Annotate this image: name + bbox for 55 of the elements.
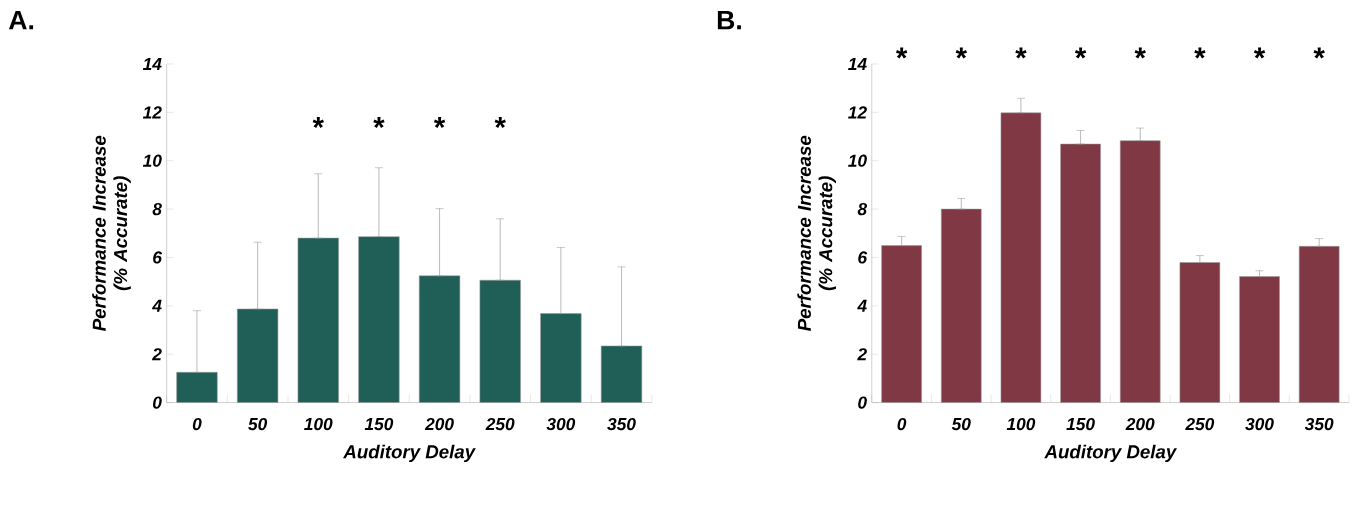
x-tick-label: 50 xyxy=(951,418,971,431)
bar xyxy=(600,345,643,404)
x-tick-label: 100 xyxy=(304,418,333,431)
bar xyxy=(941,209,982,404)
y-tick-label: 10 xyxy=(142,154,162,168)
chart-title: A. xyxy=(8,11,34,30)
annotation: * xyxy=(494,117,506,129)
y-tick-label: 2 xyxy=(857,348,867,361)
y-tick-label: 14 xyxy=(142,58,162,71)
y-tick-label: 12 xyxy=(142,106,162,119)
x-tick-label: 250 xyxy=(1185,418,1215,431)
x-tick-label: 300 xyxy=(1245,418,1274,431)
annotation: * xyxy=(373,117,385,129)
x-tick-label: 200 xyxy=(1125,418,1155,431)
x-tick-label: 0 xyxy=(897,418,907,431)
y-tick-label: 8 xyxy=(152,203,162,216)
y-axis-title: Performance Increase (% Accurate) xyxy=(797,136,836,332)
bar xyxy=(237,308,279,404)
y-tick-label: 12 xyxy=(848,106,867,119)
y-axis-title: Performance Increase (% Accurate) xyxy=(92,136,131,332)
text: * xyxy=(896,47,908,59)
x-tick-label: 300 xyxy=(546,418,576,431)
chart-title: B. xyxy=(717,11,741,30)
y-tick-label: 10 xyxy=(848,154,867,168)
y-tick-label: 6 xyxy=(153,251,163,264)
annotation: * xyxy=(433,117,446,129)
x-tick-label: 250 xyxy=(485,418,515,431)
text: * xyxy=(1134,47,1146,59)
x-tick-label: 50 xyxy=(248,418,268,431)
y-tick-label: 4 xyxy=(857,300,867,313)
x-axis-title: Auditory Delay xyxy=(343,444,476,463)
y-tick-label: 8 xyxy=(857,203,868,216)
y-tick-label: 0 xyxy=(858,396,867,409)
x-tick-label: 150 xyxy=(364,418,394,431)
y-tick-label: 4 xyxy=(152,300,162,313)
text: * xyxy=(955,47,967,59)
annotation: * xyxy=(312,117,324,129)
y-tick-label: 0 xyxy=(153,396,162,409)
x-tick-label: 200 xyxy=(424,418,454,431)
text: * xyxy=(1313,47,1325,59)
x-tick-label: 350 xyxy=(1304,418,1334,431)
x-tick-label: 350 xyxy=(607,418,636,431)
x-tick-label: 150 xyxy=(1066,418,1095,431)
y-tick-label: 14 xyxy=(848,58,867,71)
text: * xyxy=(1074,47,1087,59)
x-tick-label: 0 xyxy=(192,418,202,431)
y-tick-label: 2 xyxy=(152,348,162,361)
bar xyxy=(1060,144,1101,404)
text: * xyxy=(1015,47,1027,59)
bar xyxy=(297,238,339,404)
x-axis-title: Auditory Delay xyxy=(1044,444,1178,463)
text: * xyxy=(1194,47,1206,59)
text: * xyxy=(1253,47,1266,59)
x-tick-label: 100 xyxy=(1006,418,1036,431)
y-tick-label: 6 xyxy=(858,251,868,264)
